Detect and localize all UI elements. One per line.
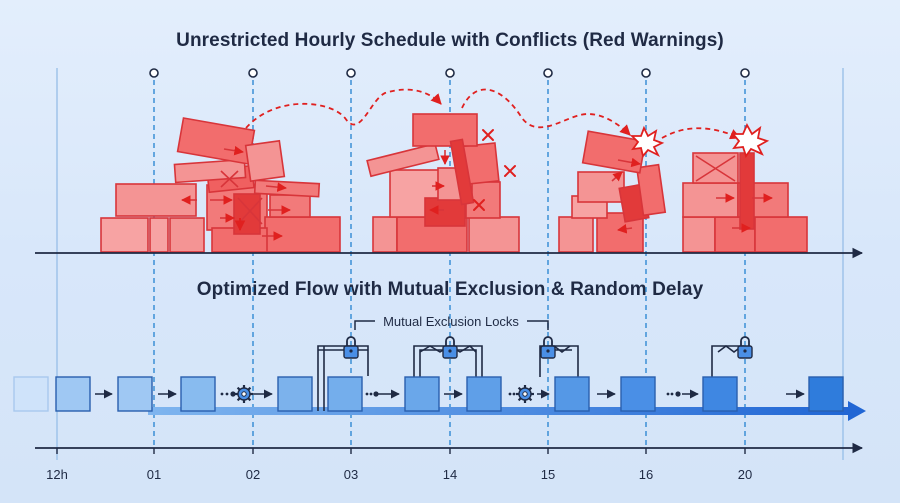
conflict-block [149, 217, 169, 253]
lock-icon [737, 336, 753, 359]
burst-icon [629, 125, 665, 158]
pin-marker [149, 68, 159, 78]
gantry-frame [711, 345, 744, 377]
gear-icon [516, 385, 534, 403]
warning-x-marks [473, 129, 516, 211]
conflict-block [269, 194, 311, 218]
task-box [620, 376, 656, 412]
conflict-block [253, 179, 321, 198]
arrow-up-icon [611, 171, 623, 182]
pin-marker [248, 68, 258, 78]
x-mark-icon [237, 197, 263, 225]
pin-marker [543, 68, 553, 78]
conflict-block [449, 138, 475, 206]
conflict-path [245, 88, 442, 129]
delay-marker [675, 391, 681, 397]
axis-labels: 12h 01 02 03 14 15 16 20 [46, 467, 752, 482]
conflict-block [100, 217, 149, 253]
tick-label: 20 [738, 467, 752, 482]
conflict-block [682, 182, 739, 218]
axis-ticks [56, 448, 746, 454]
conflict-blocks [100, 113, 808, 253]
task-box [554, 376, 590, 412]
flow-arrow-head [848, 401, 866, 421]
gears [235, 385, 534, 403]
lock-icon [442, 336, 458, 359]
cross-marks [220, 155, 736, 225]
task-boxes [13, 376, 844, 412]
task-box [55, 376, 91, 412]
warning-bursts [629, 122, 770, 158]
task-box [702, 376, 738, 412]
lock-icon [540, 336, 556, 359]
top-panel-title: Unrestricted Hourly Schedule with Confli… [176, 30, 724, 51]
conflict-block [366, 142, 440, 178]
lock-gantries [317, 344, 744, 411]
gear-icon [235, 385, 253, 403]
tick-label: 01 [147, 467, 161, 482]
gantry-frame [539, 345, 579, 377]
conflict-trajectories [234, 88, 741, 232]
x-mark-icon [473, 199, 485, 211]
gantry-frame [317, 345, 369, 411]
arrow-left-icon [617, 224, 633, 234]
conflict-block [169, 217, 205, 253]
locks-bracket-right [527, 320, 549, 330]
conflict-block [176, 117, 256, 165]
tick-label: 12h [46, 467, 68, 482]
task-box [466, 376, 502, 412]
arrow-right-icon [265, 182, 287, 192]
locks-bracket-left [354, 320, 375, 330]
task-box [404, 376, 440, 412]
burst-icon [731, 122, 770, 158]
pin-marker [346, 68, 356, 78]
task-box [117, 376, 153, 412]
task-box [13, 376, 49, 412]
conflict-block [372, 216, 398, 253]
delay-marker [230, 391, 236, 397]
pin-marker [641, 68, 651, 78]
conflict-path [661, 127, 741, 140]
conflict-path [461, 88, 631, 136]
task-box [808, 376, 844, 412]
conflict-block [264, 216, 341, 253]
delay-dots [220, 391, 681, 397]
tick-label: 16 [639, 467, 653, 482]
task-box [327, 376, 363, 412]
tick-label: 03 [344, 467, 358, 482]
pin-marker [740, 68, 750, 78]
conflict-block [244, 139, 286, 183]
conflict-block [682, 216, 716, 253]
conflict-inner-arrows [181, 145, 773, 241]
conflict-block [468, 216, 520, 253]
locks-label: Mutual Exclusion Locks [383, 314, 519, 329]
x-mark-icon [695, 155, 736, 182]
guide-pins [149, 68, 750, 78]
arrow-right-icon [223, 145, 244, 156]
tick-label: 14 [443, 467, 457, 482]
delay-marker [373, 391, 379, 397]
x-mark-icon [504, 165, 516, 177]
conflict-block [173, 158, 247, 184]
conflict-block [635, 163, 667, 217]
tick-label: 02 [246, 467, 260, 482]
lock-icon [343, 336, 359, 359]
conflict-block [558, 216, 594, 253]
conflict-block [424, 197, 466, 227]
arrow-right-icon [617, 157, 641, 168]
tick-label: 15 [541, 467, 555, 482]
task-box [277, 376, 313, 412]
conflict-block [739, 152, 755, 230]
conflict-block [412, 113, 478, 147]
x-mark-icon [220, 170, 239, 188]
pin-marker [445, 68, 455, 78]
locks [343, 336, 753, 359]
x-mark-icon [482, 129, 494, 141]
conflict-block [754, 216, 808, 253]
task-box [180, 376, 216, 412]
